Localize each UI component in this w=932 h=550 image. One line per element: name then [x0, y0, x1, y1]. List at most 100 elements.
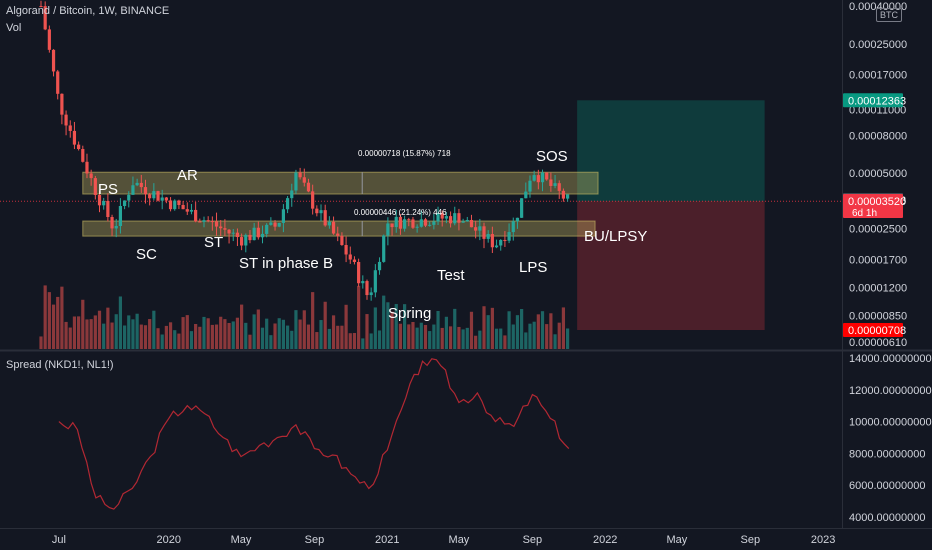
volume-bar — [490, 307, 494, 349]
volume-bar — [373, 307, 377, 349]
wyckoff-label: BU/LPSY — [584, 228, 647, 245]
volume-bar — [553, 334, 557, 349]
price-candle — [194, 209, 198, 222]
volume-bar — [327, 328, 331, 349]
price-candle — [77, 144, 81, 149]
price-candle — [139, 182, 143, 188]
volume-bar — [415, 327, 419, 349]
volume-bar — [386, 302, 390, 349]
price-candle — [344, 244, 348, 255]
indicator-title: Spread (NKD1!, NL1!) — [6, 359, 114, 371]
price-candle — [432, 221, 436, 225]
volume-bar — [231, 321, 235, 349]
volume-bar — [290, 330, 294, 349]
price-candle — [223, 228, 227, 230]
volume-bar — [256, 309, 260, 349]
volume-bar — [260, 327, 265, 349]
volume-bar — [194, 324, 198, 349]
volume-bar — [440, 327, 444, 349]
measure-label-upper: 0.00000718 (15.87%) 718 — [358, 149, 451, 158]
wyckoff-label: AR — [177, 167, 198, 184]
volume-bar — [361, 338, 365, 349]
price-candle — [143, 187, 148, 195]
volume-bar — [557, 322, 561, 349]
volume-bar — [486, 315, 490, 349]
wyckoff-label: PS — [98, 181, 118, 198]
price-candle — [448, 216, 453, 224]
spread-series-line — [58, 358, 570, 510]
volume-bar — [235, 317, 240, 349]
volume-bar — [97, 310, 102, 349]
price-candle — [377, 261, 382, 271]
price-candle — [461, 221, 465, 223]
time-tick-label: 2020 — [157, 534, 181, 546]
price-candle — [156, 191, 160, 201]
time-tick-label: Sep — [523, 534, 543, 546]
price-candle — [549, 179, 553, 186]
volume-bar — [114, 314, 118, 349]
volume-bar — [448, 326, 453, 349]
price-candle — [553, 183, 557, 186]
price-candle — [114, 225, 118, 229]
volume-bar — [210, 324, 214, 349]
volume-bar — [549, 313, 553, 349]
volume-bar — [252, 314, 256, 349]
volume-bar — [482, 306, 486, 349]
volume-bar — [394, 304, 398, 349]
volume-bar — [461, 329, 465, 349]
price-candle — [561, 190, 566, 199]
price-candle — [102, 200, 106, 206]
current-price-badge: 0.00003520 — [848, 196, 906, 208]
price-candle — [235, 232, 240, 238]
volume-bar — [68, 327, 72, 349]
volume-bar — [357, 285, 361, 349]
price-candle — [499, 239, 503, 246]
price-candle — [214, 221, 219, 227]
price-candle — [189, 209, 194, 212]
volume-bar — [540, 311, 545, 349]
volume-bar — [432, 324, 436, 349]
price-candle — [382, 235, 386, 262]
price-candle — [64, 114, 68, 126]
volume-bar — [156, 328, 160, 349]
volume-bar — [265, 318, 269, 349]
volume-bar — [436, 311, 440, 349]
volume-bar — [185, 315, 189, 349]
volume-bar — [315, 332, 319, 349]
volume-bar — [352, 332, 357, 349]
volume-bar — [390, 311, 394, 349]
price-candle — [457, 213, 461, 223]
time-tick-label: 2023 — [811, 534, 835, 546]
spread-tick-label: 8000.00000000 — [849, 448, 925, 460]
wyckoff-label: Spring — [388, 305, 431, 322]
volume-bar — [499, 328, 503, 349]
price-candle — [273, 222, 277, 227]
price-candle — [444, 216, 448, 219]
time-tick-label: May — [231, 534, 252, 546]
volume-bar — [423, 324, 428, 349]
price-candle — [206, 220, 210, 222]
volume-bar — [331, 315, 336, 349]
price-candle — [148, 194, 152, 199]
volume-bar — [102, 323, 106, 349]
volume-bar — [457, 326, 461, 349]
price-candle — [106, 200, 110, 218]
price-tick-label: 0.00002500 — [849, 224, 907, 236]
time-tick-label: May — [666, 534, 687, 546]
currency-badge[interactable]: BTC — [876, 8, 902, 22]
price-candle — [482, 226, 486, 239]
price-candle — [51, 49, 56, 72]
wyckoff-label: SC — [136, 246, 157, 263]
price-candle — [524, 191, 528, 199]
volume-bar — [419, 322, 423, 349]
volume-bar — [536, 314, 540, 349]
price-candle — [39, 6, 43, 7]
volume-bar — [478, 330, 482, 349]
volume-bar — [298, 319, 302, 349]
volume-bar — [39, 336, 43, 349]
price-candle — [361, 281, 365, 284]
volume-bar — [369, 333, 373, 349]
price-candle — [490, 234, 494, 248]
volume-bar — [428, 331, 432, 349]
